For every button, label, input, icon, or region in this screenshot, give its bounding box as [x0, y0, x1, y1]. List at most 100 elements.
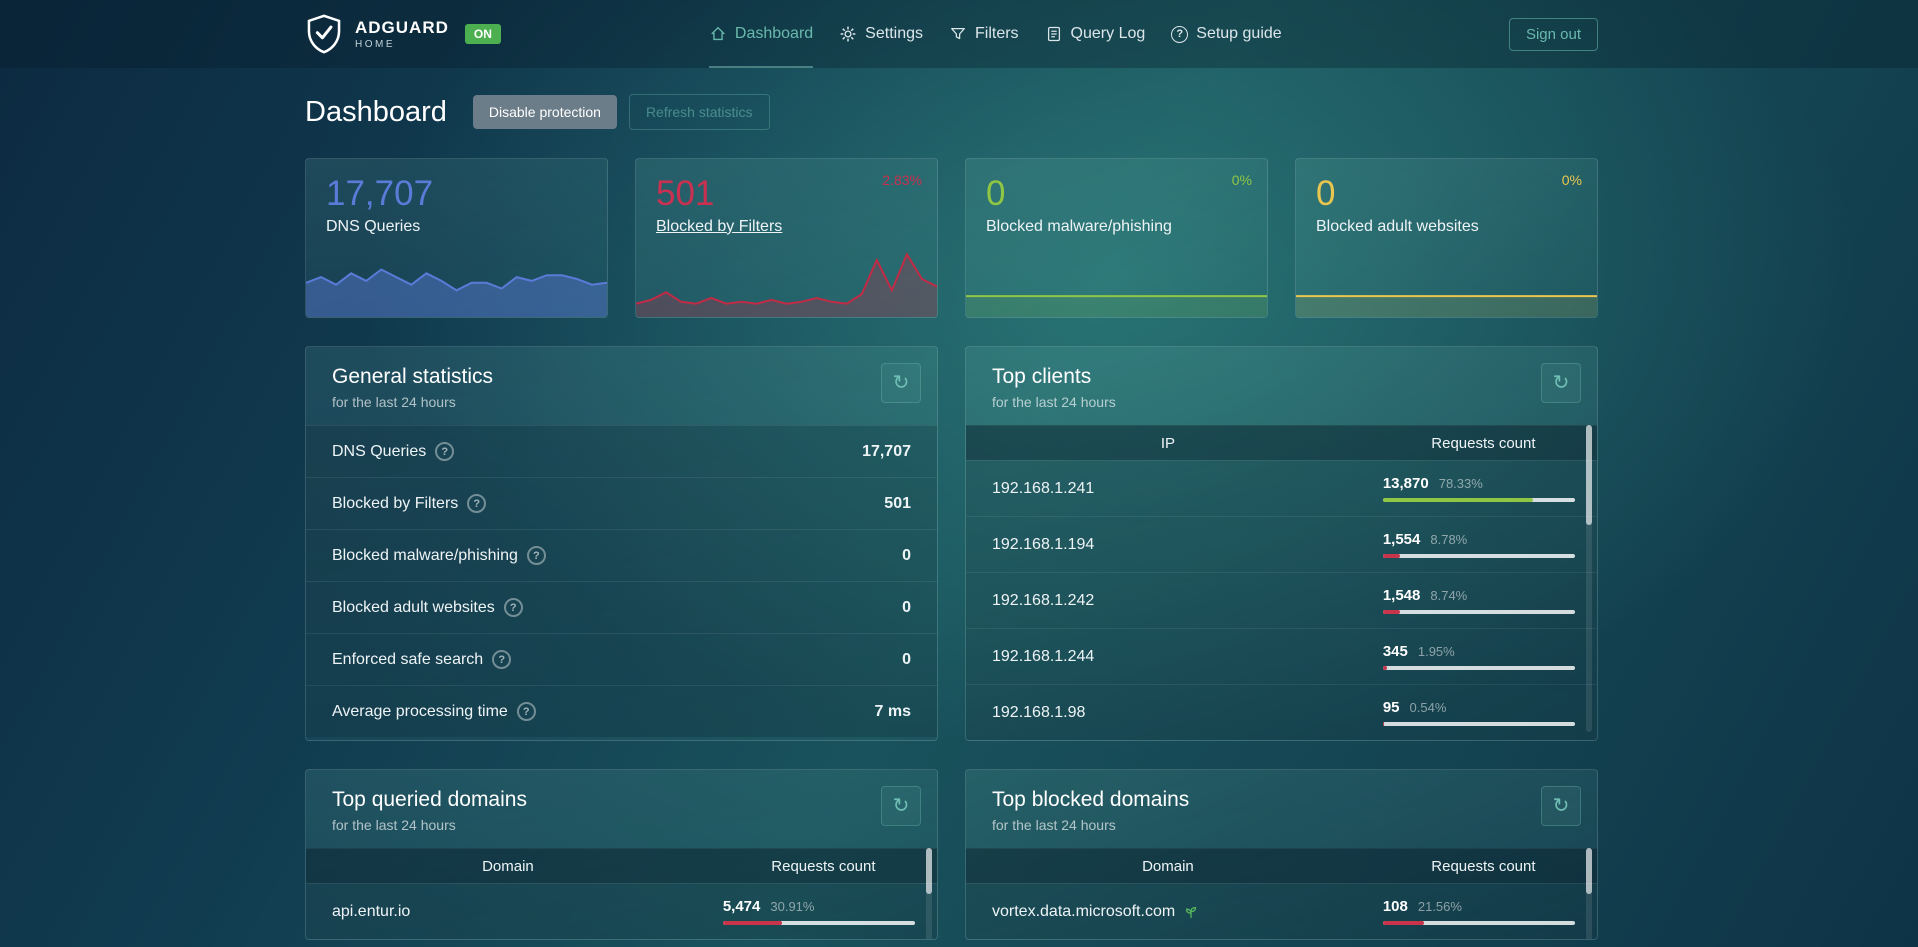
stat-row: Average processing time? 7 ms — [306, 685, 937, 737]
requests-percent: 8.78% — [1430, 532, 1468, 547]
refresh-button[interactable]: ↻ — [1541, 363, 1581, 403]
protection-status-badge: ON — [464, 24, 501, 44]
nav-item-label: Settings — [865, 25, 923, 42]
stat-label: Blocked malware/phishing — [986, 217, 1172, 235]
adguard-logo-icon — [307, 14, 341, 54]
nav-item-label: Query Log — [1070, 25, 1146, 42]
requests-count: 5,474 — [722, 898, 761, 915]
nav-item-query-log[interactable]: Query Log — [1045, 0, 1146, 68]
scrollbar[interactable] — [926, 848, 932, 939]
nav-menu: Dashboard Settings Filters Query Log — [708, 0, 1282, 68]
blocked-malware-sparkline — [966, 241, 1267, 317]
help-icon[interactable]: ? — [467, 494, 487, 513]
refresh-button[interactable]: ↻ — [881, 786, 921, 826]
requests-count: 1,554 — [1382, 531, 1421, 548]
help-icon[interactable]: ? — [503, 598, 523, 617]
nav-item-setup-guide[interactable]: ? Setup guide — [1171, 0, 1282, 68]
stat-percent: 2.83% — [882, 172, 922, 188]
help-icon[interactable]: ? — [526, 546, 546, 565]
progress-bar — [1382, 666, 1575, 670]
requests-percent: 78.33% — [1438, 476, 1483, 491]
stat-row-value: 7 ms — [874, 702, 911, 720]
panel-title: Top clients — [992, 365, 1092, 388]
query-log-icon — [1045, 25, 1063, 43]
stat-value: 0 — [1316, 174, 1336, 213]
blocked-by-filters-link[interactable]: Blocked by Filters — [656, 217, 783, 235]
refresh-icon: ↻ — [892, 795, 910, 817]
refresh-button[interactable]: ↻ — [881, 363, 921, 403]
scrollbar[interactable] — [1586, 848, 1592, 939]
navbar: ADGUARD HOME ON Dashboard Settings — [0, 0, 1918, 68]
stat-row: Blocked adult websites? 0 — [306, 581, 937, 633]
progress-bar-fill — [1382, 666, 1387, 670]
dns-queries-sparkline — [306, 241, 607, 317]
stat-row-value: 0 — [902, 598, 911, 616]
requests-count: 345 — [1382, 643, 1408, 660]
top-clients-panel: Top clients for the last 24 hours ↻ IP R… — [965, 346, 1598, 741]
panel-title: Top queried domains — [332, 788, 527, 811]
requests-count: 1,548 — [1382, 587, 1421, 604]
panel-title: Top blocked domains — [992, 788, 1190, 811]
client-ip-link[interactable]: 192.168.1.98 — [992, 703, 1086, 721]
scrollbar-thumb[interactable] — [1586, 848, 1592, 894]
top-queried-domains-panel: Top queried domains for the last 24 hour… — [305, 769, 938, 940]
blocked-adult-sparkline — [1296, 241, 1597, 317]
stat-value: 501 — [656, 174, 715, 213]
refresh-icon: ↻ — [892, 372, 910, 394]
nav-item-label: Dashboard — [734, 25, 814, 42]
requests-count: 95 — [1382, 699, 1400, 716]
progress-bar — [1382, 498, 1575, 502]
refresh-button[interactable]: ↻ — [1541, 786, 1581, 826]
tracker-icon[interactable] — [1183, 904, 1199, 920]
requests-percent: 21.56% — [1417, 899, 1462, 914]
refresh-icon: ↻ — [1552, 795, 1570, 817]
table-row: api.entur.io 5,474 30.91% — [306, 883, 937, 939]
progress-bar — [1382, 554, 1575, 558]
blocked-by-filters-card: 2.83% 501 Blocked by Filters — [635, 158, 938, 318]
sign-out-button[interactable]: Sign out — [1508, 17, 1598, 51]
domain-link[interactable]: api.entur.io — [332, 902, 411, 920]
panel-subtitle: for the last 24 hours — [332, 394, 456, 410]
brand[interactable]: ADGUARD HOME ON — [305, 13, 501, 55]
disable-protection-button[interactable]: Disable protection — [472, 95, 617, 129]
table-row: 192.168.1.241 13,870 78.33% — [966, 460, 1597, 516]
main-content: Dashboard Disable protection Refresh sta… — [305, 94, 1598, 940]
client-ip-link[interactable]: 192.168.1.241 — [992, 479, 1095, 497]
filters-icon — [949, 25, 967, 43]
client-ip-link[interactable]: 192.168.1.242 — [992, 591, 1095, 609]
refresh-statistics-button[interactable]: Refresh statistics — [628, 94, 770, 130]
nav-item-filters[interactable]: Filters — [949, 0, 1019, 68]
requests-count: 13,870 — [1382, 475, 1429, 492]
stat-row: Enforced safe search? 0 — [306, 633, 937, 685]
general-statistics-panel: General statistics for the last 24 hours… — [305, 346, 938, 741]
scrollbar[interactable] — [1586, 425, 1592, 732]
dashboard-icon — [709, 25, 727, 43]
table-row: 192.168.1.242 1,548 8.74% — [966, 572, 1597, 628]
scrollbar-thumb[interactable] — [926, 848, 932, 894]
stat-value: 17,707 — [326, 174, 434, 213]
table-row: 192.168.1.244 345 1.95% — [966, 628, 1597, 684]
help-icon[interactable]: ? — [492, 650, 512, 669]
scrollbar-thumb[interactable] — [1586, 425, 1592, 525]
column-header-domain: Domain — [1142, 857, 1194, 875]
progress-bar — [1382, 921, 1575, 925]
stat-label: DNS Queries — [326, 217, 421, 235]
progress-bar — [1382, 722, 1575, 726]
client-ip-link[interactable]: 192.168.1.194 — [992, 535, 1095, 553]
nav-item-settings[interactable]: Settings — [839, 0, 923, 68]
client-ip-link[interactable]: 192.168.1.244 — [992, 647, 1095, 665]
help-icon[interactable]: ? — [516, 702, 536, 721]
page-title: Dashboard — [305, 95, 447, 128]
nav-item-dashboard[interactable]: Dashboard — [708, 0, 814, 68]
help-icon[interactable]: ? — [435, 442, 455, 461]
table-row: vortex.data.microsoft.com 108 21.56% — [966, 883, 1597, 939]
domain-link[interactable]: vortex.data.microsoft.com — [992, 902, 1176, 920]
requests-count: 108 — [1382, 898, 1408, 915]
brand-text: ADGUARD HOME — [355, 18, 449, 50]
column-header-requests: Requests count — [771, 857, 876, 875]
blocked-adult-card: 0% 0 Blocked adult websites — [1295, 158, 1598, 318]
column-header-domain: Domain — [482, 857, 534, 875]
table-header: IP Requests count — [966, 425, 1597, 460]
panel-subtitle: for the last 24 hours — [992, 817, 1116, 833]
column-header-ip: IP — [1160, 434, 1175, 452]
